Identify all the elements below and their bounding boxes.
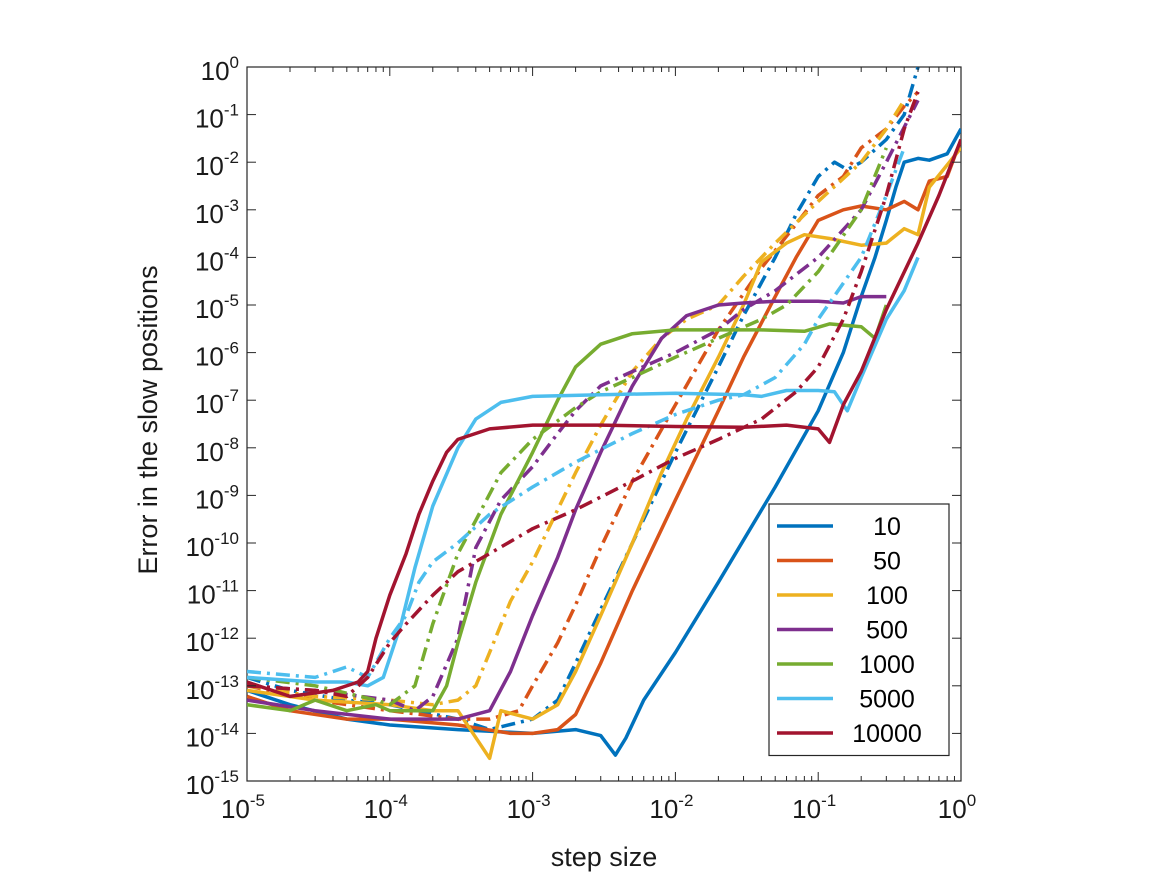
x-tick-label: 10-1 [792, 791, 836, 824]
legend-label-10000: 10000 [852, 720, 922, 748]
series-line-10000-dashdot [247, 91, 920, 699]
legend-label-100: 100 [866, 582, 908, 610]
x-tick-label: 100 [938, 791, 976, 824]
legend-label-1000: 1000 [859, 651, 915, 679]
legend-label-500: 500 [866, 617, 908, 645]
y-tick-label: 10-9 [195, 481, 239, 514]
y-tick-label: 10-7 [195, 386, 239, 419]
y-tick-label: 10-15 [186, 767, 240, 800]
y-tick-label: 10-14 [186, 719, 240, 752]
y-tick-label: 10-13 [186, 672, 240, 705]
plot-frame [246, 66, 962, 782]
y-tick-label: 10-10 [186, 529, 240, 562]
ticks-layer [246, 66, 962, 782]
y-tick-label: 10-3 [195, 196, 239, 229]
y-tick-label: 10-8 [195, 434, 239, 467]
x-tick-labels: 10-5 10-4 10-3 10-2 10-1 100 [221, 791, 976, 824]
x-tick-label: 10-4 [364, 791, 408, 824]
y-tick-label: 10-1 [195, 101, 239, 134]
y-tick-labels: 100 10-1 10-2 10-3 10-4 10-5 10-6 10-7 10-8 10-9 1… [186, 53, 240, 800]
x-tick-label: 10-5 [221, 791, 265, 824]
series-line-5000-solid [247, 256, 920, 688]
legend: 10 50 100 500 1000 5000 10000 [768, 503, 950, 757]
y-tick-label: 10-5 [195, 291, 239, 324]
plot-area [246, 66, 962, 782]
series-line-10000-solid [247, 138, 961, 699]
legend-label-50: 50 [873, 548, 901, 576]
series-layer [247, 67, 961, 761]
y-tick-label: 10-2 [195, 148, 239, 181]
y-tick-label: 10-4 [195, 243, 239, 276]
legend-label-10: 10 [873, 513, 901, 541]
x-tick-label: 10-3 [507, 791, 551, 824]
series-line-100-dashdot [247, 99, 906, 707]
series-line-50-solid [247, 138, 961, 736]
series-line-10-solid [247, 128, 961, 757]
y-tick-label: 10-11 [187, 577, 239, 610]
y-axis-title: Error in the slow positions [133, 265, 163, 574]
series-line-1000-dashdot [247, 147, 888, 707]
x-axis-title: step size [551, 842, 658, 872]
y-tick-label: 10-6 [195, 339, 239, 372]
series-line-500-solid [247, 294, 887, 721]
x-tick-label: 10-2 [649, 791, 693, 824]
y-tick-label: 10-12 [186, 624, 240, 657]
y-tick-label: 100 [201, 53, 239, 86]
series-line-500-dashdot [247, 99, 920, 713]
legend-label-5000: 5000 [859, 686, 915, 714]
